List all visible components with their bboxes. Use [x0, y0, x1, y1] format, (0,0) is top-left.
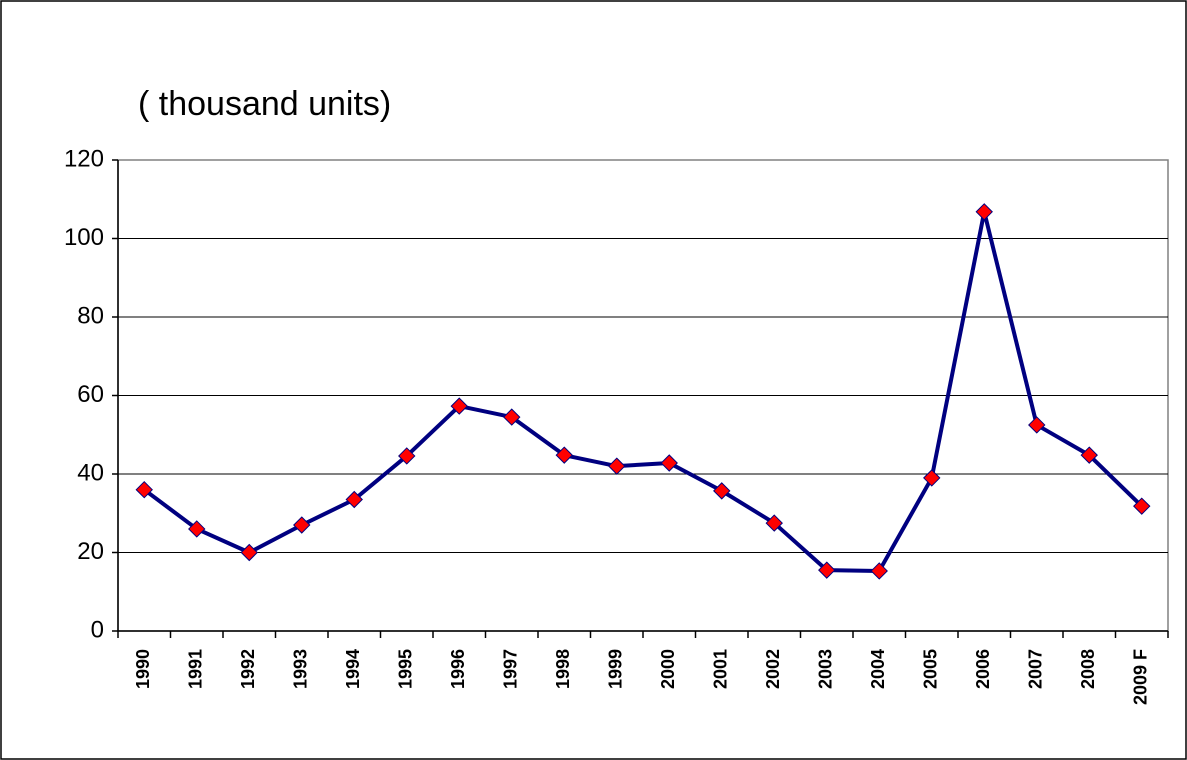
x-tick-label: 2008: [1078, 649, 1098, 689]
marker: [398, 447, 416, 465]
x-tick-label: 1996: [448, 649, 468, 689]
y-tick-label: 60: [77, 381, 104, 408]
x-tick-label: 1994: [343, 649, 363, 689]
x-tick-label: 1999: [606, 649, 626, 689]
line: [143, 209, 1144, 573]
y-tick-label: 100: [64, 224, 104, 251]
marker: [923, 469, 941, 487]
x-tick-label: 2005: [921, 649, 941, 689]
marker: [450, 397, 468, 415]
marker: [503, 408, 521, 426]
marker: [345, 490, 363, 509]
y-tick-label: 20: [77, 538, 104, 565]
x-tick-label: 1992: [238, 649, 258, 689]
marker: [765, 514, 783, 532]
x-tick-label: 2003: [816, 649, 836, 689]
x-tick-label: 2007: [1026, 649, 1046, 689]
marker: [660, 454, 678, 472]
x-tick-label: 1997: [501, 649, 521, 689]
marker: [713, 482, 731, 500]
x-tick-label: 1995: [396, 649, 416, 689]
marker: [293, 516, 311, 534]
marker: [975, 203, 993, 221]
y-tick-label: 0: [91, 616, 104, 643]
x-tick-label: 2002: [763, 649, 783, 689]
marker: [818, 561, 836, 579]
x-tick-label: 2004: [868, 649, 888, 689]
x-tick-label: 1998: [553, 649, 573, 689]
marker: [870, 562, 888, 580]
marker: [1028, 416, 1046, 434]
x-tick-label: 2006: [973, 649, 993, 689]
x-tick-label: 2000: [658, 649, 678, 689]
marker: [608, 457, 626, 475]
marker: [1080, 446, 1098, 464]
x-tick-label: 2001: [711, 649, 731, 689]
x-tick-label: 1990: [133, 649, 153, 689]
x-tick-label: 1991: [186, 649, 206, 689]
x-tick-label: 2009 F: [1131, 649, 1151, 705]
annotation: ( thousand units): [138, 85, 391, 123]
marker: [555, 446, 573, 464]
y-tick-label: 80: [77, 302, 104, 329]
y-tick-label: 120: [64, 145, 104, 172]
marker: [240, 543, 258, 562]
marker: [1133, 497, 1151, 515]
marker: [135, 480, 153, 499]
x-tick-label: 1993: [291, 649, 311, 689]
marker: [188, 520, 206, 538]
y-tick-label: 40: [77, 459, 104, 486]
